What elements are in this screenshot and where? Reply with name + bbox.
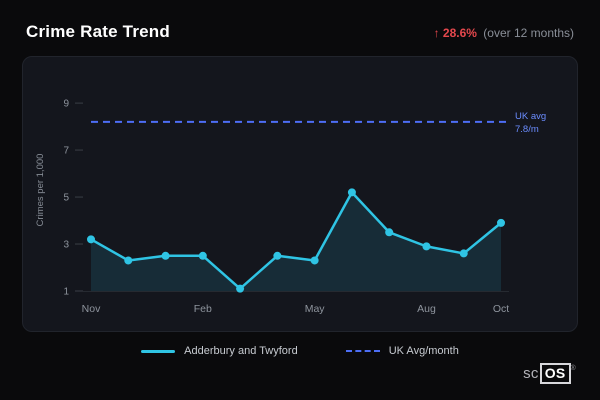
registered-mark: ® — [570, 365, 576, 372]
legend-item-avg: UK Avg/month — [345, 345, 459, 357]
up-arrow-icon: ↑ — [433, 26, 440, 40]
chart-legend: Adderbury and Twyford UK Avg/month — [0, 345, 600, 357]
legend-series-label: Adderbury and Twyford — [184, 345, 298, 357]
page-title: Crime Rate Trend — [26, 22, 170, 41]
svg-text:UK avg: UK avg — [515, 111, 546, 122]
legend-item-series: Adderbury and Twyford — [141, 345, 298, 357]
scos-logo: sc OS ® — [523, 363, 576, 384]
svg-text:7: 7 — [63, 146, 69, 157]
svg-text:Oct: Oct — [493, 303, 509, 315]
svg-text:5: 5 — [63, 193, 69, 204]
delta-indicator: ↑ 28.6% (over 12 months) — [434, 26, 574, 40]
svg-text:3: 3 — [63, 240, 69, 251]
crime-trend-chart: 1 3 5 7 9 Nov Feb May Aug Oct UK avg 7.8/m Crimes pe… — [35, 99, 546, 315]
avg-dashed-swatch — [345, 350, 380, 352]
svg-text:Crimes per 1,000: Crimes per 1,000 — [35, 154, 46, 227]
svg-text:1: 1 — [63, 287, 69, 298]
chart-card: 1 3 5 7 9 Nov Feb May Aug Oct UK avg 7.8/m Crimes pe… — [22, 56, 578, 332]
svg-text:May: May — [305, 303, 326, 315]
svg-text:7.8/m: 7.8/m — [515, 124, 539, 135]
svg-text:Aug: Aug — [417, 303, 436, 315]
delta-caption: (over 12 months) — [483, 26, 574, 40]
logo-suffix: OS — [539, 363, 571, 384]
svg-text:Feb: Feb — [194, 303, 212, 315]
delta-value: 28.6% — [442, 26, 477, 40]
logo-prefix: sc — [523, 365, 539, 382]
svg-text:Nov: Nov — [82, 303, 101, 315]
series-line-swatch — [141, 349, 176, 353]
legend-avg-label: UK Avg/month — [388, 345, 459, 357]
svg-text:9: 9 — [63, 99, 69, 110]
header: Crime Rate Trend ↑ 28.6% (over 12 months… — [0, 0, 600, 56]
